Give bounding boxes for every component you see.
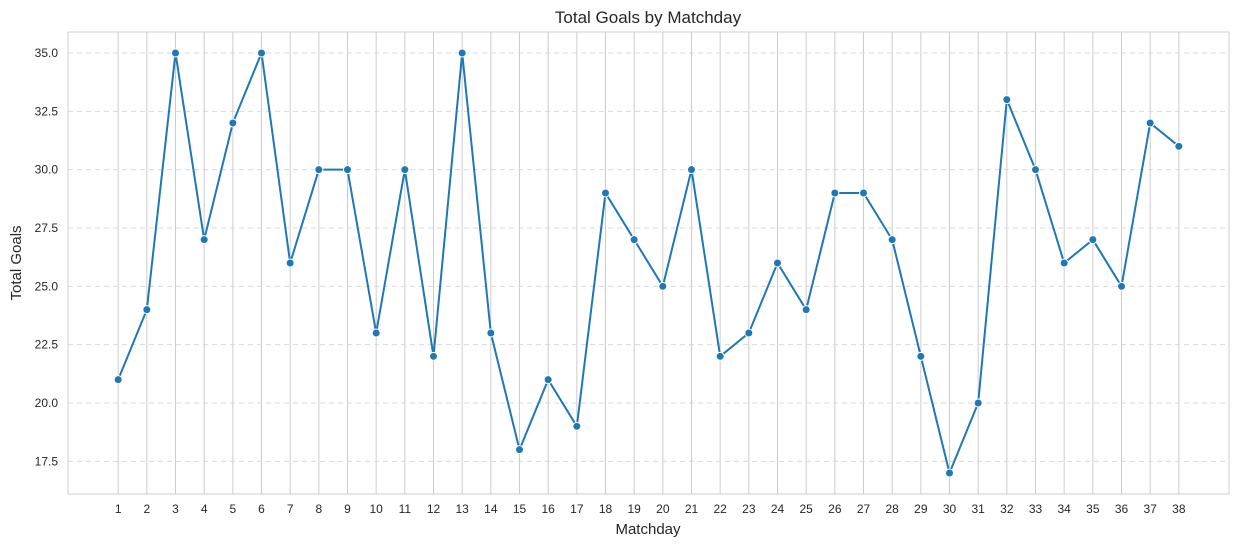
grid: [68, 32, 1229, 494]
data-point: [945, 468, 954, 478]
x-tick-label: 29: [914, 502, 928, 516]
x-tick-label: 17: [570, 502, 584, 516]
x-tick-label: 34: [1057, 502, 1071, 516]
x-tick-label: 10: [369, 502, 383, 516]
data-point: [687, 165, 696, 175]
y-tick-label: 17.5: [35, 454, 59, 468]
data-point: [113, 375, 123, 385]
x-tick-labels: 1 2 3 4 5 6 7 8 9 10 11 12 13 14 15 16 17 18 19 20 21 22 23 24 2…: [115, 502, 1186, 516]
x-tick-label: 26: [828, 502, 842, 516]
data-point: [257, 48, 266, 58]
x-tick-label: 4: [201, 502, 208, 516]
data-point: [486, 328, 496, 338]
x-tick-label: 25: [799, 502, 813, 516]
y-tick-label: 20.0: [35, 396, 59, 410]
series: [113, 48, 1184, 478]
data-point: [371, 328, 381, 338]
x-tick-label: 9: [344, 502, 351, 516]
y-tick-label: 30.0: [35, 163, 59, 177]
x-tick-label: 13: [455, 502, 469, 516]
x-tick-label: 18: [599, 502, 613, 516]
data-point: [658, 281, 668, 291]
data-point: [916, 351, 926, 361]
data-point: [400, 165, 410, 175]
x-tick-label: 27: [857, 502, 871, 516]
data-point: [601, 188, 610, 198]
x-tick-label: 14: [484, 502, 498, 516]
x-tick-label: 11: [399, 502, 412, 516]
x-tick-label: 33: [1029, 502, 1043, 516]
data-point: [314, 165, 324, 175]
x-tick-label: 31: [971, 502, 985, 516]
data-point: [744, 328, 754, 338]
x-tick-label: 7: [287, 502, 294, 516]
x-tick-label: 6: [258, 502, 265, 516]
x-tick-label: 32: [1000, 502, 1014, 516]
data-point: [773, 258, 782, 268]
x-tick-label: 35: [1086, 502, 1100, 516]
x-tick-label: 21: [685, 502, 699, 516]
data-point: [228, 118, 238, 128]
data-point: [572, 421, 582, 431]
x-tick-label: 12: [427, 502, 441, 516]
data-point: [199, 235, 209, 245]
chart-title: Total Goals by Matchday: [555, 8, 742, 27]
data-point: [1117, 281, 1126, 291]
x-tick-label: 20: [656, 502, 670, 516]
data-point: [1174, 141, 1184, 151]
data-point: [1145, 118, 1155, 128]
x-axis-label: Matchday: [615, 521, 681, 538]
x-tick-label: 2: [143, 502, 150, 516]
data-point: [1031, 165, 1040, 175]
data-point: [1059, 258, 1069, 268]
data-point: [1002, 95, 1012, 105]
data-point: [830, 188, 840, 198]
y-tick-label: 27.5: [35, 221, 59, 235]
y-tick-label: 22.5: [35, 338, 59, 352]
data-point: [629, 235, 639, 245]
y-tick-labels: 17.5 20.0 22.5 25.0 27.5 30.0 32.5 35.0: [35, 46, 59, 468]
y-tick-label: 35.0: [35, 46, 59, 60]
data-point: [515, 445, 524, 455]
data-point: [543, 375, 553, 385]
y-tick-label: 25.0: [35, 279, 59, 293]
data-point: [171, 48, 180, 58]
data-point: [142, 305, 152, 315]
x-tick-label: 3: [172, 502, 179, 516]
data-point: [457, 48, 467, 58]
x-tick-label: 28: [885, 502, 899, 516]
data-point: [887, 235, 897, 245]
data-point: [429, 351, 438, 361]
x-tick-label: 16: [541, 502, 555, 516]
axes-frame: [67, 31, 1230, 495]
x-tick-label: 1: [115, 502, 122, 516]
x-tick-label: 38: [1172, 502, 1186, 516]
x-tick-label: 23: [742, 502, 756, 516]
data-point: [715, 351, 725, 361]
data-point: [343, 165, 352, 175]
x-tick-label: 22: [713, 502, 727, 516]
x-tick-label: 8: [315, 502, 322, 516]
x-tick-label: 24: [771, 502, 785, 516]
y-tick-label: 32.5: [35, 104, 59, 118]
x-tick-label: 30: [943, 502, 957, 516]
x-tick-label: 36: [1115, 502, 1129, 516]
series-line: [117, 52, 1180, 474]
data-point: [973, 398, 983, 408]
data-point: [1088, 235, 1098, 245]
x-tick-label: 37: [1143, 502, 1157, 516]
y-axis-label: Total Goals: [8, 225, 25, 300]
data-point: [285, 258, 295, 268]
x-tick-label: 5: [229, 502, 236, 516]
x-tick-label: 19: [627, 502, 641, 516]
x-tick-label: 15: [513, 502, 527, 516]
data-point: [801, 305, 811, 315]
data-point: [859, 188, 868, 198]
